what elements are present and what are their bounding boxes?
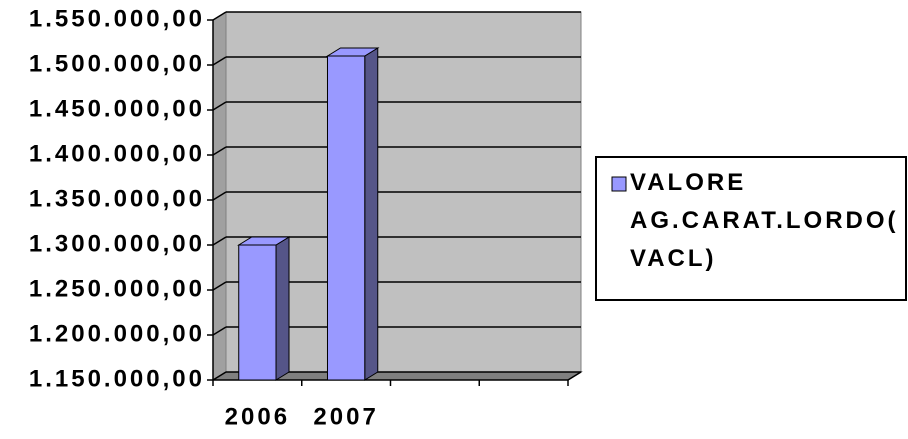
- bar: [326, 55, 366, 381]
- y-tick-label: 1.400.000,00: [29, 140, 205, 167]
- y-tick-label: 1.500.000,00: [29, 50, 205, 77]
- grid-line-side: [212, 236, 227, 246]
- y-tick-label: 1.300.000,00: [29, 230, 205, 257]
- legend-entry: VALORE AG.CARAT.LORDO(VACL): [630, 169, 899, 272]
- grid-line-side: [212, 326, 227, 336]
- grid-line-side: [212, 281, 227, 291]
- bar-side: [364, 47, 379, 381]
- legend-swatch: [611, 176, 627, 192]
- x-tick-label: 2006: [225, 403, 290, 430]
- grid-line-side: [212, 146, 227, 156]
- bar-side: [275, 236, 290, 381]
- legend-label: VALORE AG.CARAT.LORDO(VACL): [630, 169, 899, 272]
- y-tick-label: 1.150.000,00: [29, 365, 205, 392]
- grid-line-side: [212, 191, 227, 201]
- grid-line-side: [212, 371, 227, 381]
- legend-box: [595, 156, 907, 301]
- grid-line-side: [212, 101, 227, 111]
- x-tick-label: 2007: [313, 403, 378, 430]
- y-tick-label: 1.250.000,00: [29, 275, 205, 302]
- y-tick-label: 1.550.000,00: [29, 5, 205, 32]
- y-tick-label: 1.200.000,00: [29, 320, 205, 347]
- y-tick-label: 1.350.000,00: [29, 185, 205, 212]
- x-axis-back: [567, 371, 582, 381]
- grid-line-side: [212, 56, 227, 66]
- bar: [238, 244, 277, 381]
- grid-line-side: [212, 11, 227, 21]
- y-tick-label: 1.450.000,00: [29, 95, 205, 122]
